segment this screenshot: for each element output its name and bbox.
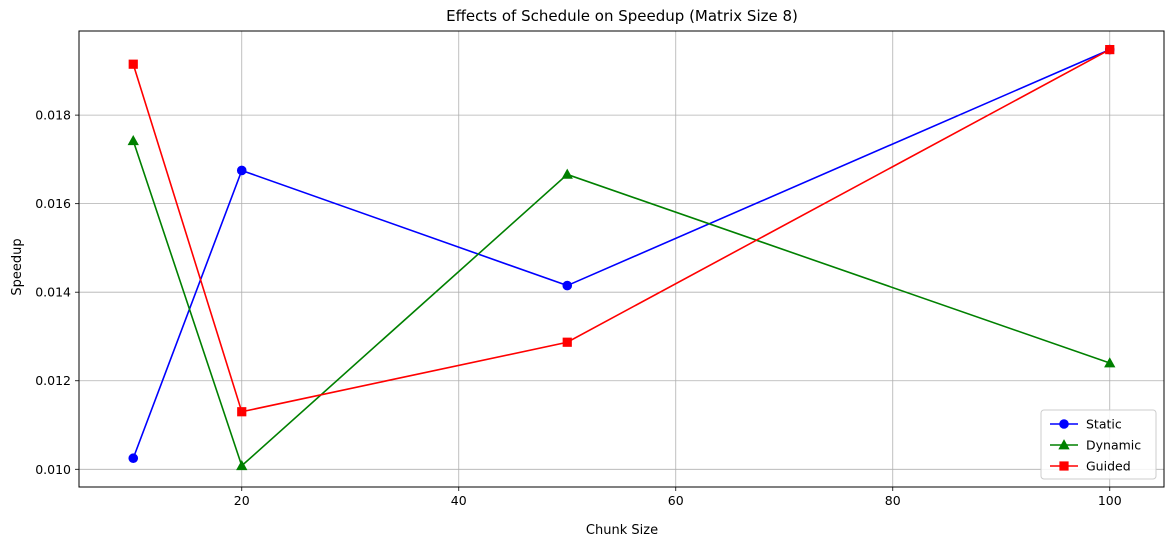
series-guided — [128, 44, 1115, 417]
series-lines — [127, 44, 1116, 471]
x-tick-label: 60 — [668, 493, 684, 508]
x-tick-label: 80 — [885, 493, 901, 508]
plot-frame — [78, 30, 1165, 488]
axis-ticks: 20 40 60 80 100 0.010 0.012 0.014 0.016 0.018 — [35, 108, 1122, 508]
legend-box — [1040, 409, 1157, 480]
data-point-dynamic — [127, 134, 139, 146]
legend-label-dynamic: Dynamic — [1086, 438, 1141, 453]
y-axis-label: Speedup — [10, 238, 25, 295]
series-line-dynamic — [132, 140, 1111, 468]
data-point-guided — [1105, 44, 1115, 55]
chart-title: Effects of Schedule on Speedup (Matrix S… — [446, 7, 798, 25]
legend-marker-guided — [1059, 461, 1069, 471]
y-tick-label: 0.012 — [35, 373, 71, 388]
x-tick-label: 20 — [234, 493, 250, 508]
series-line-static — [132, 48, 1111, 459]
data-point-static — [128, 453, 139, 464]
legend-label-guided: Guided — [1086, 459, 1131, 474]
series-dynamic — [127, 134, 1116, 471]
series-static — [128, 44, 1115, 464]
y-tick-label: 0.010 — [35, 462, 71, 477]
data-point-dynamic — [236, 459, 248, 471]
legend-marker-dynamic — [1058, 439, 1070, 450]
data-point-dynamic — [561, 168, 573, 179]
y-tick-label: 0.018 — [35, 108, 71, 123]
data-point-guided — [128, 59, 138, 69]
legend-item-guided: Guided — [1050, 459, 1131, 474]
y-tick-label: 0.014 — [35, 285, 71, 300]
y-tick-label: 0.016 — [35, 196, 71, 211]
series-line-guided — [132, 48, 1111, 413]
x-axis-label: Chunk Size — [586, 523, 658, 538]
legend-item-dynamic: Dynamic — [1050, 438, 1141, 453]
legend-marker-static — [1059, 419, 1069, 429]
legend-label-static: Static — [1086, 417, 1122, 432]
data-point-guided — [237, 407, 247, 417]
data-point-guided — [562, 337, 572, 347]
legend: Static Dynamic Guided — [1040, 409, 1157, 480]
data-point-static — [236, 165, 247, 176]
x-tick-label: 40 — [451, 493, 467, 508]
data-point-dynamic — [1104, 357, 1116, 368]
grid-lines — [79, 31, 1164, 487]
legend-item-static: Static — [1050, 417, 1122, 432]
data-point-static — [562, 280, 573, 291]
x-tick-label: 100 — [1098, 493, 1122, 508]
